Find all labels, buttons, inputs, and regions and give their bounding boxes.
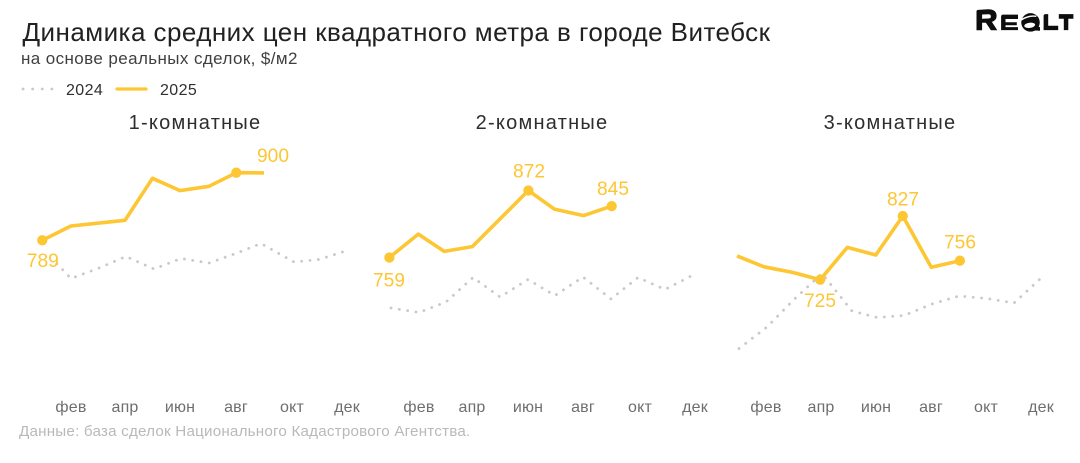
svg-text:900: 900 [257,146,289,167]
svg-text:827: 827 [887,190,919,211]
svg-text:872: 872 [513,162,545,183]
svg-text:789: 789 [27,251,59,272]
svg-text:756: 756 [944,233,976,254]
svg-text:725: 725 [804,291,836,312]
svg-text:845: 845 [597,179,629,200]
svg-text:759: 759 [373,271,405,292]
